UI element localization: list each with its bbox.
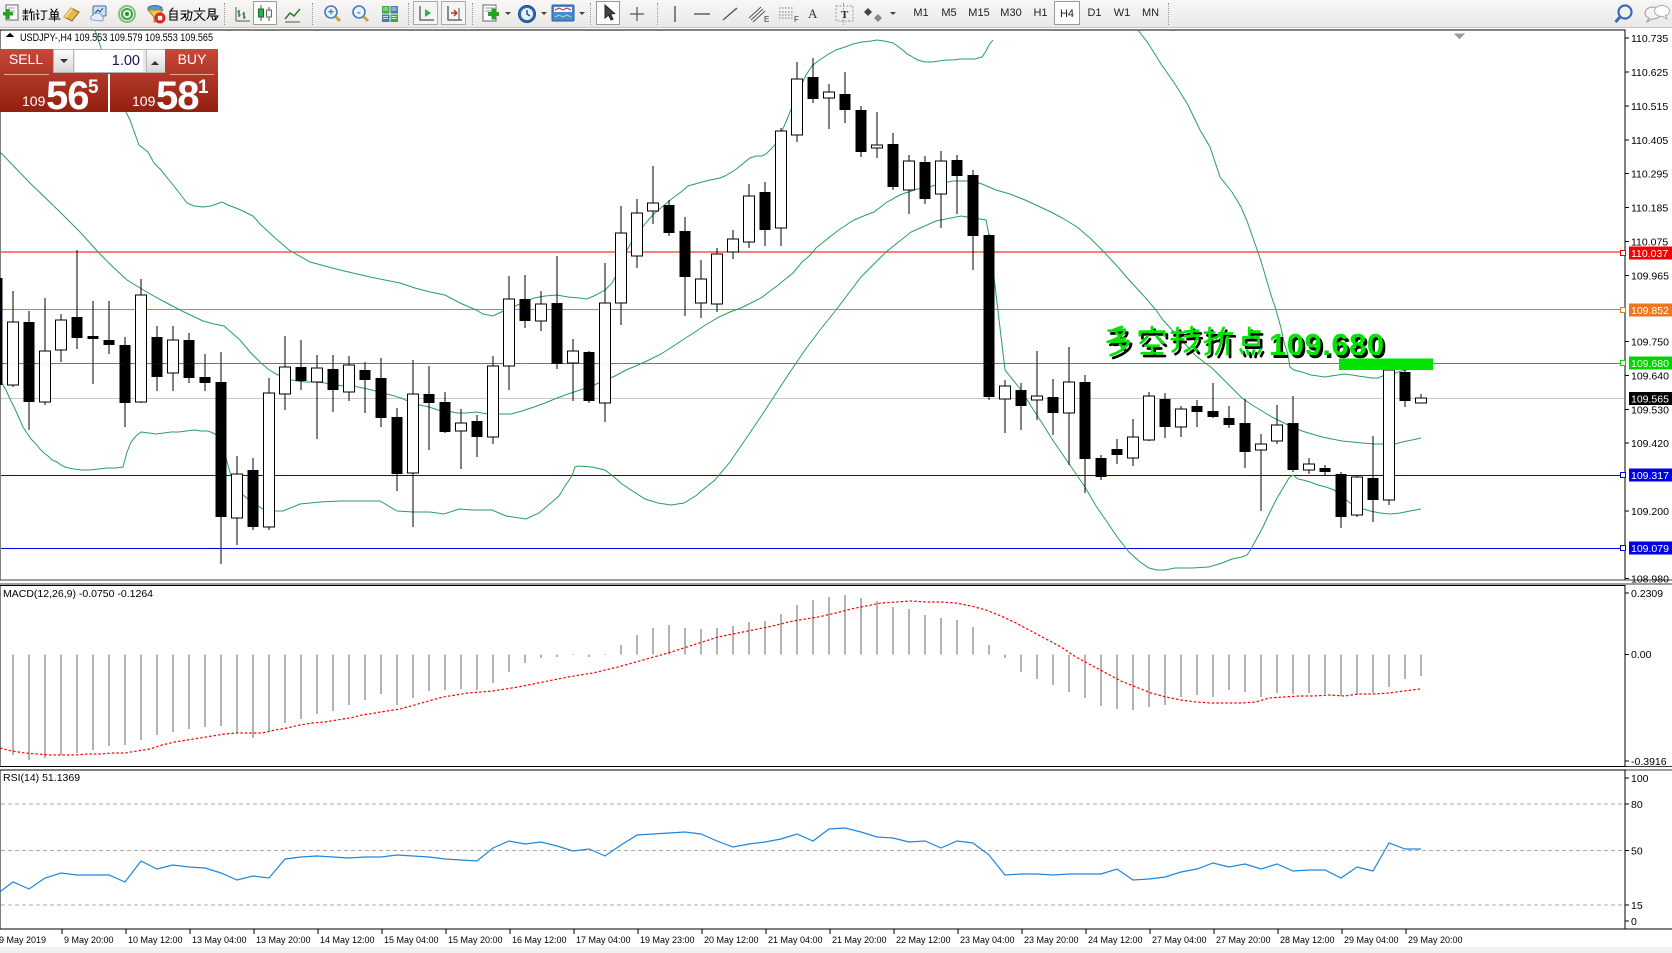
svg-text:29 May 20:00: 29 May 20:00: [1408, 935, 1463, 945]
svg-text:109.965: 109.965: [1631, 270, 1669, 282]
svg-text:27 May 04:00: 27 May 04:00: [1152, 935, 1207, 945]
svg-text:USDJPY-,H4 109.553 109.579 10: USDJPY-,H4 109.553 109.579 109.553 109.5…: [20, 32, 213, 44]
svg-text:110.185: 110.185: [1631, 203, 1668, 215]
svg-text:0.2309: 0.2309: [1631, 588, 1663, 600]
svg-text:109.750: 109.750: [1631, 337, 1669, 349]
svg-text:110.735: 110.735: [1631, 33, 1668, 45]
svg-text:109.852: 109.852: [1631, 305, 1669, 317]
svg-text:109.640: 109.640: [1631, 371, 1669, 383]
svg-text:21 May 20:00: 21 May 20:00: [832, 935, 887, 945]
svg-text:110.625: 110.625: [1631, 67, 1668, 79]
svg-text:-0.3916: -0.3916: [1631, 756, 1667, 768]
svg-text:27 May 20:00: 27 May 20:00: [1216, 935, 1271, 945]
svg-text:15 May 20:00: 15 May 20:00: [448, 935, 503, 945]
svg-text:+: +: [328, 7, 334, 19]
svg-text:20 May 12:00: 20 May 12:00: [704, 935, 759, 945]
svg-text:0: 0: [1631, 916, 1637, 928]
svg-text:109.420: 109.420: [1631, 438, 1669, 450]
svg-text:109.079: 109.079: [1631, 543, 1669, 555]
svg-text:13 May 20:00: 13 May 20:00: [256, 935, 311, 945]
svg-text:15 May 04:00: 15 May 04:00: [384, 935, 439, 945]
svg-text:110.515: 110.515: [1631, 101, 1668, 113]
svg-text:9 May 20:00: 9 May 20:00: [64, 935, 114, 945]
svg-text:15: 15: [1631, 900, 1643, 912]
svg-text:16 May 12:00: 16 May 12:00: [512, 935, 567, 945]
svg-text:0.00: 0.00: [1631, 649, 1652, 661]
svg-text:21 May 04:00: 21 May 04:00: [768, 935, 823, 945]
svg-text:109.200: 109.200: [1631, 506, 1669, 518]
svg-text:F: F: [794, 15, 799, 24]
svg-text:23 May 04:00: 23 May 04:00: [960, 935, 1015, 945]
svg-text:-: -: [357, 7, 361, 19]
svg-text:10 May 12:00: 10 May 12:00: [128, 935, 183, 945]
svg-text:109.680: 109.680: [1269, 327, 1385, 362]
svg-text:E: E: [764, 15, 769, 24]
svg-text:T: T: [841, 9, 849, 21]
svg-text:109.680: 109.680: [1272, 330, 1388, 365]
svg-text:109.530: 109.530: [1631, 404, 1669, 416]
svg-text:80: 80: [1631, 799, 1643, 811]
svg-text:23 May 20:00: 23 May 20:00: [1024, 935, 1079, 945]
svg-text:108.980: 108.980: [1631, 574, 1669, 586]
svg-text:110.075: 110.075: [1631, 237, 1668, 249]
svg-text:17 May 04:00: 17 May 04:00: [576, 935, 631, 945]
svg-text:50: 50: [1631, 846, 1643, 858]
svg-text:109.565: 109.565: [1631, 394, 1669, 406]
svg-text:109.317: 109.317: [1631, 470, 1669, 482]
svg-text:13 May 04:00: 13 May 04:00: [192, 935, 247, 945]
svg-text:100: 100: [1631, 773, 1649, 785]
svg-text:110.405: 110.405: [1631, 135, 1668, 147]
svg-text:22 May 12:00: 22 May 12:00: [896, 935, 951, 945]
svg-text:110.295: 110.295: [1631, 169, 1668, 181]
svg-text:9 May 2019: 9 May 2019: [0, 935, 46, 945]
svg-text:14 May 12:00: 14 May 12:00: [320, 935, 375, 945]
svg-text:28 May 12:00: 28 May 12:00: [1280, 935, 1335, 945]
svg-text:29 May 04:00: 29 May 04:00: [1344, 935, 1399, 945]
svg-text:109.680: 109.680: [1631, 358, 1669, 370]
svg-text:24 May 12:00: 24 May 12:00: [1088, 935, 1143, 945]
svg-text:19 May 23:00: 19 May 23:00: [640, 935, 695, 945]
svg-text:110.037: 110.037: [1631, 248, 1668, 260]
